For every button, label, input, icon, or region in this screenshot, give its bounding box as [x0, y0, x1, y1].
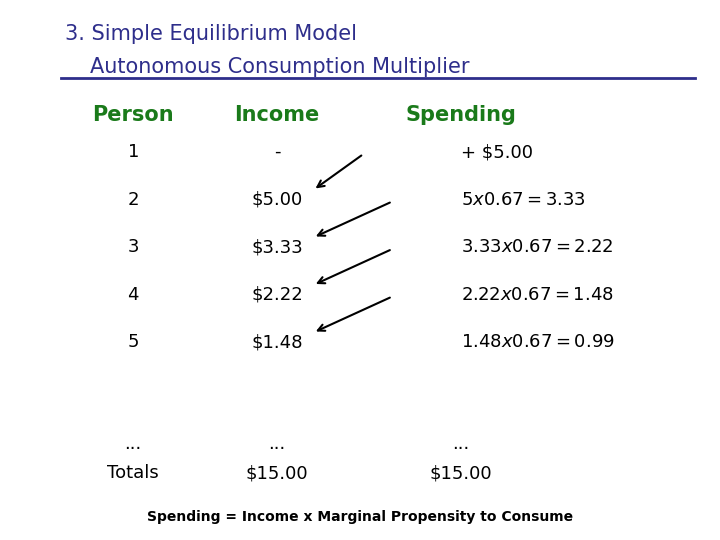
Text: + $5.00: + $5.00: [461, 143, 533, 161]
Text: 1: 1: [127, 143, 139, 161]
Text: $5 x 0.67 = $3.33: $5 x 0.67 = $3.33: [461, 191, 585, 208]
Text: Totals: Totals: [107, 464, 159, 482]
Text: 3: 3: [127, 238, 139, 256]
Text: 2: 2: [127, 191, 139, 208]
Text: $15.00: $15.00: [246, 464, 308, 482]
Text: Spending = Income x Marginal Propensity to Consume: Spending = Income x Marginal Propensity …: [147, 510, 573, 524]
Text: $5.00: $5.00: [251, 191, 303, 208]
Text: $2.22: $2.22: [251, 286, 303, 303]
Text: Income: Income: [235, 105, 320, 125]
Text: Autonomous Consumption Multiplier: Autonomous Consumption Multiplier: [90, 57, 469, 77]
Text: ...: ...: [452, 435, 469, 453]
Text: 5: 5: [127, 333, 139, 351]
Text: ...: ...: [269, 435, 286, 453]
Text: -: -: [274, 143, 281, 161]
Text: 3. Simple Equilibrium Model: 3. Simple Equilibrium Model: [65, 24, 357, 44]
Text: Person: Person: [92, 105, 174, 125]
Text: $2.22 x 0.67 = $1.48: $2.22 x 0.67 = $1.48: [461, 286, 613, 303]
Text: $15.00: $15.00: [430, 464, 492, 482]
Text: $1.48 x 0.67 = $0.99: $1.48 x 0.67 = $0.99: [461, 333, 615, 351]
Text: 4: 4: [127, 286, 139, 303]
Text: Spending: Spending: [405, 105, 516, 125]
Text: $1.48: $1.48: [251, 333, 303, 351]
Text: $3.33 x 0.67 = $2.22: $3.33 x 0.67 = $2.22: [461, 238, 613, 256]
Text: ...: ...: [125, 435, 142, 453]
Text: $3.33: $3.33: [251, 238, 303, 256]
